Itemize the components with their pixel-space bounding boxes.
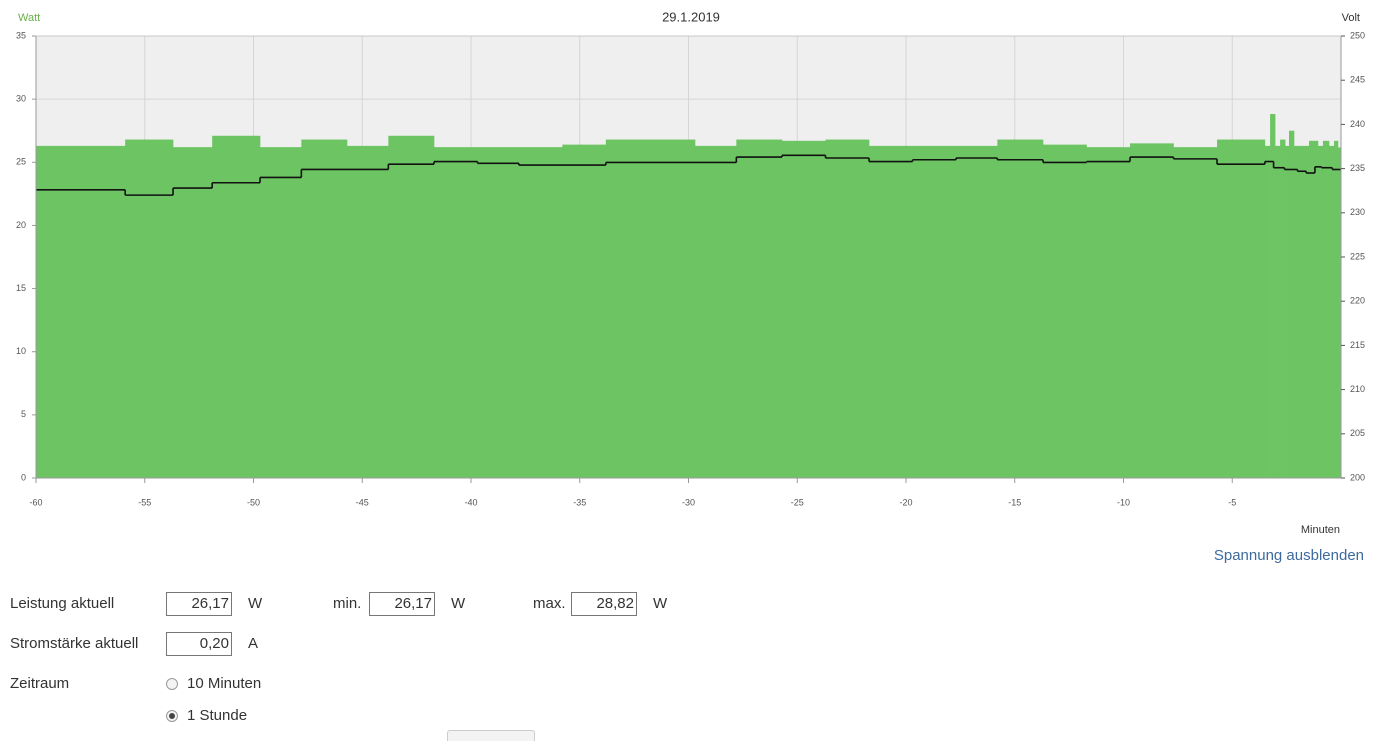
- x-tick-label: -45: [356, 497, 369, 507]
- power-step: [1264, 145, 1271, 478]
- radio-label[interactable]: 1 Stunde: [187, 707, 248, 724]
- power-step: [388, 135, 435, 478]
- value-box: 26,17: [166, 592, 232, 616]
- power-step: [1280, 139, 1286, 478]
- radio-button[interactable]: [166, 678, 178, 690]
- power-step: [825, 139, 870, 478]
- field-label: min.: [333, 595, 362, 612]
- power-step: [260, 147, 302, 479]
- radio-button[interactable]: [166, 710, 178, 722]
- y2-tick-label: 250: [1350, 30, 1365, 40]
- power-step: [212, 135, 261, 478]
- power-step: [1337, 147, 1342, 478]
- y2-tick-label: 210: [1350, 384, 1365, 394]
- y2-tick-label: 200: [1350, 472, 1365, 482]
- power-step: [125, 139, 174, 478]
- x-tick-label: -40: [464, 497, 477, 507]
- power-step: [347, 145, 389, 478]
- power-step: [562, 144, 607, 478]
- y2-tick-label: 220: [1350, 296, 1365, 306]
- y-tick-label: 15: [16, 283, 26, 293]
- unit: W: [248, 595, 263, 612]
- power-step: [605, 139, 696, 478]
- x-tick-label: -15: [1008, 497, 1021, 507]
- unit: W: [451, 595, 466, 612]
- x-tick-label: -20: [899, 497, 912, 507]
- power-step: [1217, 139, 1266, 478]
- y-tick-label: 0: [21, 472, 26, 482]
- x-tick-label: -50: [247, 497, 260, 507]
- radio-label[interactable]: 10 Minuten: [187, 675, 262, 692]
- power-step: [1317, 145, 1324, 478]
- y-tick-label: 10: [16, 346, 26, 356]
- power-step: [1289, 130, 1295, 478]
- power-step: [1173, 147, 1218, 479]
- power-step: [36, 145, 126, 478]
- field-label: Stromstärke aktuell: [10, 635, 139, 652]
- y2-tick-label: 230: [1350, 207, 1365, 217]
- power-step: [695, 145, 737, 478]
- power-step: [1270, 114, 1276, 479]
- y2-tick-label: 205: [1350, 428, 1365, 438]
- unit: A: [248, 635, 259, 652]
- chart: 29.1.2019 Watt Volt Minuten 0 5 10 15 20 25 30…: [16, 9, 1365, 536]
- power-step: [997, 139, 1044, 478]
- x-tick-label: -55: [138, 497, 151, 507]
- y2-tick-label: 215: [1350, 340, 1365, 350]
- x-tick-label: -60: [29, 497, 42, 507]
- power-step: [1285, 145, 1290, 478]
- power-step: [173, 147, 213, 479]
- radio-dot: [169, 713, 175, 719]
- power-step: [1294, 145, 1310, 478]
- power-step: [736, 139, 783, 478]
- value-box: 0,20: [166, 632, 232, 656]
- x-tick-label: -35: [573, 497, 586, 507]
- toggle-voltage-link[interactable]: Spannung ausblenden: [1213, 547, 1364, 564]
- power-step: [434, 147, 563, 479]
- y2-tick-label: 235: [1350, 163, 1365, 173]
- x-tick-label: -25: [791, 497, 804, 507]
- unit: W: [653, 595, 668, 612]
- value-box: 26,17: [369, 592, 435, 616]
- y-tick-label: 25: [16, 157, 26, 167]
- power-step: [1322, 140, 1330, 478]
- y-tick-label: 30: [16, 94, 26, 104]
- x-tick-label: -5: [1228, 497, 1236, 507]
- power-step: [1043, 144, 1087, 478]
- power-step: [1329, 145, 1335, 478]
- x-axis-label: Minuten: [1301, 524, 1340, 536]
- y-axis-label: Watt: [18, 12, 40, 24]
- y2-tick-label: 225: [1350, 251, 1365, 261]
- power-step: [869, 145, 998, 478]
- power-step: [782, 140, 826, 478]
- y-tick-label: 35: [16, 30, 26, 40]
- power-step: [1130, 143, 1174, 479]
- power-step: [1309, 140, 1319, 478]
- power-step: [301, 139, 348, 478]
- y-tick-label: 20: [16, 220, 26, 230]
- x-tick-label: -30: [682, 497, 695, 507]
- y2-axis-label: Volt: [1342, 12, 1360, 24]
- field-label: Zeitraum: [10, 675, 70, 692]
- y-tick-label: 5: [21, 409, 26, 419]
- power-step: [1086, 147, 1131, 479]
- power-step: [1275, 145, 1281, 478]
- x-tick-label: -10: [1117, 497, 1130, 507]
- y2-tick-label: 245: [1350, 75, 1365, 85]
- power-step: [1334, 140, 1339, 478]
- y2-tick-label: 240: [1350, 119, 1365, 129]
- field-label: max.: [533, 595, 566, 612]
- value-box: 28,82: [571, 592, 637, 616]
- chart-title: 29.1.2019: [662, 9, 720, 24]
- field-label: Leistung aktuell: [10, 595, 115, 612]
